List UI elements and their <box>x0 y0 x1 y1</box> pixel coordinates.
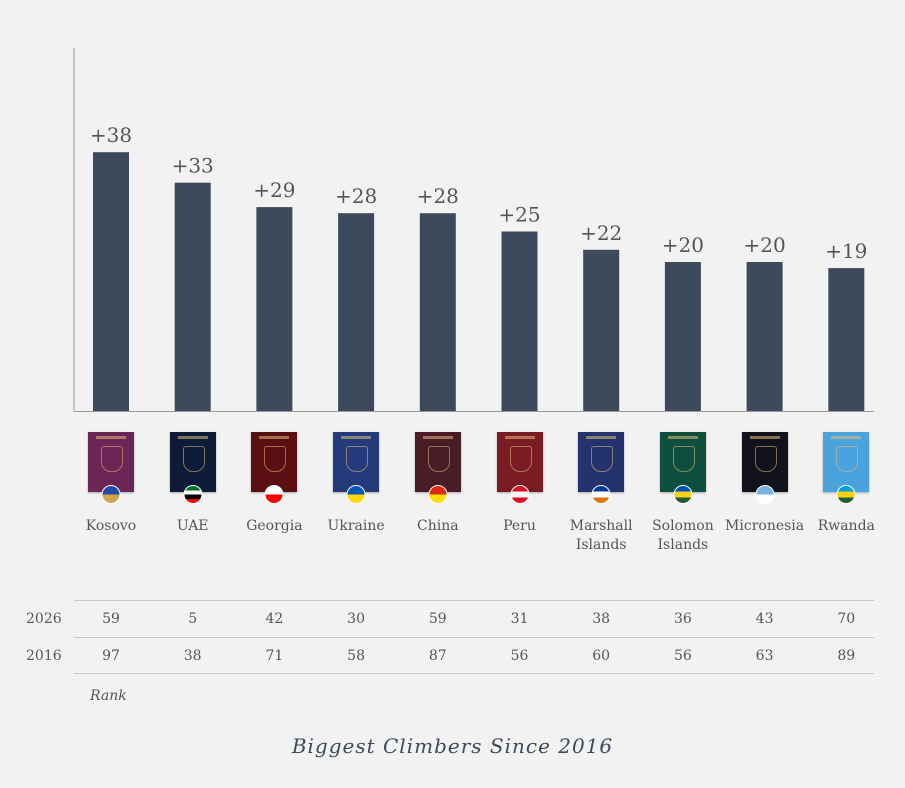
data-label: +29 <box>253 178 295 202</box>
bar-solomon-islands <box>664 262 701 411</box>
rank-cell: 97 <box>102 648 120 664</box>
rank-cell: 36 <box>673 611 692 627</box>
rank-cell: 70 <box>837 611 856 627</box>
rank-cell: 59 <box>428 611 447 627</box>
rank-cell: 42 <box>265 611 284 627</box>
flag-icon <box>264 485 284 504</box>
category-label: Marshall Islands <box>569 518 633 553</box>
flag-icon <box>673 485 693 504</box>
bar-micronesia <box>746 262 783 411</box>
chart-title: Biggest Climbers Since 2016 <box>291 734 614 758</box>
rank-cell: 31 <box>510 611 529 627</box>
category-label: Solomon Islands <box>652 518 714 553</box>
data-label: +20 <box>743 233 785 257</box>
rank-cell: 58 <box>347 648 366 664</box>
rank-cell: 38 <box>183 648 202 664</box>
passport-image <box>578 432 625 492</box>
table-divider <box>74 600 874 601</box>
passport-image <box>169 432 216 492</box>
flag-icon <box>510 485 529 504</box>
bar-kosovo <box>93 152 129 411</box>
passport-image <box>414 432 461 492</box>
rank-cell: 60 <box>592 648 611 664</box>
table-divider <box>74 673 874 674</box>
data-label: +22 <box>580 221 622 245</box>
table-divider <box>74 637 874 638</box>
passport-image <box>88 432 134 492</box>
data-label: +28 <box>417 184 459 208</box>
flag-icon <box>755 485 775 504</box>
rank-cell: 89 <box>837 648 856 664</box>
rank-cell: 30 <box>347 611 366 627</box>
rank-cell: 43 <box>755 611 774 627</box>
category-label: China <box>417 518 459 534</box>
data-label: +25 <box>498 203 540 227</box>
passport-image <box>659 432 706 492</box>
category-label: Peru <box>503 518 536 534</box>
passport-image <box>741 432 788 492</box>
bar-uae <box>174 182 211 411</box>
bar-georgia <box>256 207 293 411</box>
flag-icon <box>428 485 448 504</box>
rank-cell: 71 <box>265 648 284 664</box>
passport-image <box>251 432 298 492</box>
row-label: 2026 <box>26 611 62 627</box>
rank-cell: 63 <box>755 648 774 664</box>
flag-icon <box>591 485 611 504</box>
category-label: Rwanda <box>817 518 875 534</box>
rank-cell: 87 <box>428 648 447 664</box>
flag-icon <box>183 485 203 504</box>
data-label: +33 <box>172 154 214 178</box>
passport-image <box>333 432 380 492</box>
bar-peru <box>501 231 538 411</box>
rank-cell: 59 <box>102 611 120 627</box>
passport-image <box>823 432 870 492</box>
flag-icon <box>346 485 366 504</box>
category-label: Micronesia <box>725 518 805 534</box>
category-label: UAE <box>176 518 209 534</box>
data-label: +19 <box>825 239 867 263</box>
bar-rwanda <box>828 268 865 411</box>
row-label: 2016 <box>26 648 62 664</box>
rank-cell: 56 <box>673 648 692 664</box>
rank-cell: 56 <box>510 648 529 664</box>
data-label: +20 <box>662 233 704 257</box>
category-label: Kosovo <box>85 518 137 534</box>
bar-ukraine <box>338 213 375 411</box>
rank-label: Rank <box>90 688 127 704</box>
bar-china <box>419 213 456 411</box>
rank-cell: 5 <box>188 611 198 627</box>
rank-cell: 38 <box>592 611 611 627</box>
flag-icon <box>101 485 121 504</box>
data-label: +28 <box>335 184 377 208</box>
flag-icon <box>836 485 856 504</box>
bar-marshall-islands <box>583 249 620 411</box>
category-label: Ukraine <box>327 518 385 534</box>
category-label: Georgia <box>246 518 303 534</box>
passport-image <box>496 432 543 492</box>
data-label: +38 <box>90 123 132 147</box>
